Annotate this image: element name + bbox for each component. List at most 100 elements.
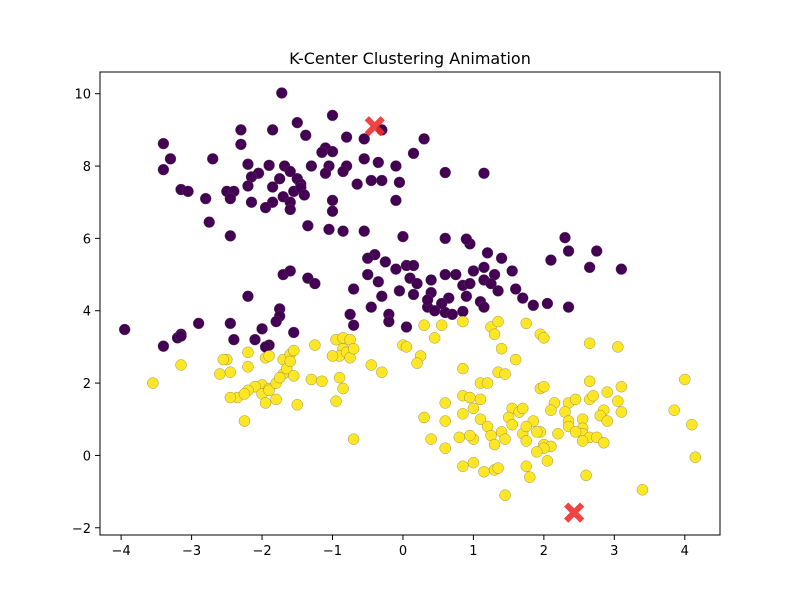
data-point-cluster-0 [439, 166, 451, 179]
data-point-cluster-1 [284, 355, 296, 368]
data-point-cluster-0 [393, 285, 406, 297]
data-point-cluster-0 [467, 265, 480, 277]
data-point-cluster-1 [545, 404, 557, 416]
data-point-cluster-1 [238, 415, 251, 427]
data-point-cluster-0 [400, 321, 413, 333]
data-point-cluster-1 [541, 455, 554, 467]
data-point-cluster-1 [175, 359, 187, 371]
data-point-cluster-0 [372, 156, 384, 169]
data-point-cluster-0 [584, 261, 596, 273]
data-point-cluster-1 [612, 341, 624, 353]
data-point-cluster-0 [407, 288, 420, 301]
data-point-cluster-1 [259, 397, 272, 409]
data-point-cluster-0 [259, 201, 272, 214]
data-point-cluster-1 [615, 406, 628, 418]
data-point-cluster-1 [538, 332, 550, 344]
data-point-cluster-0 [200, 192, 212, 205]
data-point-cluster-1 [429, 332, 441, 344]
data-point-cluster-0 [256, 323, 268, 335]
data-point-cluster-1 [464, 391, 476, 404]
data-point-cluster-0 [358, 225, 370, 237]
data-point-cluster-0 [326, 194, 339, 207]
data-point-cluster-1 [217, 353, 229, 366]
data-point-cluster-1 [291, 399, 303, 411]
data-point-cluster-1 [411, 357, 423, 369]
data-point-cluster-1 [457, 315, 469, 328]
data-point-cluster-0 [319, 167, 332, 179]
data-point-cluster-1 [488, 328, 501, 340]
data-point-cluster-1 [316, 375, 328, 387]
data-point-cluster-0 [347, 319, 360, 331]
data-point-cluster-0 [266, 124, 279, 136]
data-point-cluster-1 [492, 315, 504, 328]
data-point-cluster-0 [305, 160, 318, 172]
data-point-cluster-0 [326, 145, 339, 158]
data-point-cluster-1 [147, 377, 159, 389]
y-tick-label: −2 [72, 522, 91, 537]
data-point-cluster-0 [228, 334, 240, 346]
y-tick-label: 0 [83, 449, 91, 464]
data-point-cluster-1 [499, 433, 511, 445]
y-tick-label: 2 [83, 377, 91, 392]
data-point-cluster-1 [584, 375, 596, 387]
data-point-cluster-0 [119, 323, 131, 336]
data-point-cluster-1 [499, 489, 511, 501]
data-point-cluster-1 [569, 426, 582, 438]
data-point-cluster-0 [326, 205, 339, 217]
data-point-cluster-1 [531, 426, 543, 438]
data-point-cluster-1 [506, 419, 518, 431]
data-point-cluster-1 [492, 462, 504, 474]
data-point-cluster-1 [288, 370, 300, 382]
data-point-cluster-0 [460, 290, 473, 302]
data-point-cluster-1 [224, 366, 236, 378]
data-point-cluster-1 [288, 344, 300, 357]
data-point-cluster-0 [242, 290, 254, 302]
x-tick-label: 0 [399, 544, 407, 559]
data-point-cluster-1 [224, 391, 236, 404]
data-point-cluster-0 [291, 116, 303, 129]
data-point-cluster-1 [499, 368, 511, 380]
data-point-cluster-0 [242, 158, 254, 170]
data-point-cluster-1 [439, 415, 451, 427]
data-point-cluster-0 [337, 165, 349, 178]
data-point-cluster-0 [425, 274, 437, 286]
data-point-cluster-1 [481, 377, 494, 389]
data-point-cluster-1 [636, 484, 649, 496]
data-point-cluster-1 [242, 361, 254, 373]
data-point-cluster-0 [270, 315, 282, 328]
data-point-cluster-1 [474, 393, 487, 406]
data-point-cluster-0 [358, 133, 370, 145]
data-point-cluster-1 [214, 368, 226, 380]
data-point-cluster-0 [235, 124, 247, 136]
data-point-cluster-0 [527, 299, 539, 311]
data-point-cluster-0 [446, 308, 458, 321]
data-point-cluster-0 [362, 268, 374, 281]
data-point-cluster-0 [245, 196, 258, 208]
y-tick-label: 4 [83, 305, 91, 320]
data-point-cluster-0 [383, 315, 395, 328]
data-point-cluster-0 [266, 181, 279, 193]
data-point-cluster-0 [492, 285, 504, 297]
data-point-cluster-1 [587, 390, 599, 402]
points-layer [119, 87, 701, 501]
data-point-cluster-1 [510, 353, 522, 366]
data-point-cluster-1 [517, 402, 529, 415]
data-point-cluster-1 [576, 435, 589, 447]
data-point-cluster-1 [580, 469, 592, 481]
chart-title: K-Center Clustering Animation [289, 49, 531, 68]
data-point-cluster-0 [517, 292, 529, 304]
data-point-cluster-0 [365, 301, 377, 313]
cluster-center-marker [364, 116, 385, 137]
data-point-cluster-0 [347, 283, 360, 295]
data-point-cluster-1 [439, 397, 451, 409]
data-point-cluster-0 [276, 87, 288, 99]
data-point-cluster-1 [615, 381, 628, 393]
data-point-cluster-1 [601, 386, 613, 398]
data-point-cluster-0 [545, 254, 557, 266]
data-point-cluster-0 [157, 340, 170, 352]
data-point-cluster-0 [207, 153, 219, 165]
data-point-cluster-0 [337, 225, 349, 237]
data-point-cluster-0 [224, 230, 236, 242]
data-point-cluster-0 [436, 297, 448, 310]
data-point-cluster-0 [316, 146, 328, 158]
